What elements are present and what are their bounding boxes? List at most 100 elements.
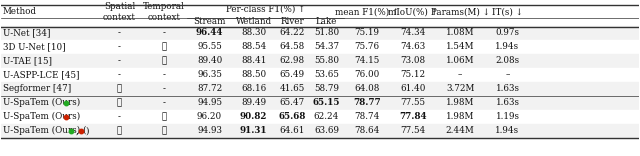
Text: 1.54M: 1.54M — [446, 42, 474, 51]
Text: 65.49: 65.49 — [280, 70, 305, 79]
Text: Params(M) ↓: Params(M) ↓ — [431, 7, 490, 17]
Text: 96.44: 96.44 — [196, 28, 223, 37]
Text: 63.69: 63.69 — [314, 126, 339, 135]
Text: 96.20: 96.20 — [197, 112, 222, 121]
Text: 62.24: 62.24 — [314, 112, 339, 121]
Text: River: River — [280, 17, 304, 26]
Text: Stream: Stream — [193, 17, 226, 26]
Text: 89.40: 89.40 — [197, 56, 222, 65]
Text: 91.31: 91.31 — [240, 126, 268, 135]
Text: 1.08M: 1.08M — [446, 28, 474, 37]
Text: 89.49: 89.49 — [241, 98, 266, 107]
Bar — [1, 110, 639, 124]
Text: Method: Method — [3, 7, 36, 17]
Bar — [1, 82, 639, 96]
Text: Lake: Lake — [316, 17, 337, 26]
Text: -: - — [118, 70, 121, 79]
Text: 1.06M: 1.06M — [446, 56, 474, 65]
Text: mean F1(%) ↑: mean F1(%) ↑ — [335, 7, 399, 17]
Text: 94.93: 94.93 — [197, 126, 222, 135]
Text: 53.65: 53.65 — [314, 70, 339, 79]
Text: 78.77: 78.77 — [353, 98, 381, 107]
Text: ✓: ✓ — [117, 98, 122, 107]
Text: 3D U-Net [10]: 3D U-Net [10] — [3, 42, 65, 51]
Text: ,: , — [76, 126, 78, 135]
Text: mIoU(%) ↑: mIoU(%) ↑ — [388, 7, 438, 17]
Text: –: – — [505, 70, 509, 79]
Text: 55.80: 55.80 — [314, 56, 339, 65]
Text: 64.58: 64.58 — [280, 42, 305, 51]
Text: 87.72: 87.72 — [197, 84, 222, 93]
Text: 1.94s: 1.94s — [495, 126, 520, 135]
Text: Per-class F1(%) ↑: Per-class F1(%) ↑ — [226, 5, 305, 14]
Text: 65.68: 65.68 — [278, 112, 306, 121]
Text: 1.63s: 1.63s — [495, 98, 520, 107]
Text: 65.15: 65.15 — [312, 98, 340, 107]
Text: 94.95: 94.95 — [197, 98, 222, 107]
Text: U-ASPP-LCE [45]: U-ASPP-LCE [45] — [3, 70, 79, 79]
Text: ✓: ✓ — [161, 56, 167, 65]
Text: 77.55: 77.55 — [401, 98, 426, 107]
Text: 78.64: 78.64 — [355, 126, 380, 135]
Text: ✓: ✓ — [117, 126, 122, 135]
Text: 96.35: 96.35 — [197, 70, 222, 79]
Text: 3.72M: 3.72M — [446, 84, 474, 93]
Text: -: - — [118, 56, 121, 65]
Text: 64.61: 64.61 — [280, 126, 305, 135]
Bar — [1, 96, 639, 110]
Text: 1.19s: 1.19s — [495, 112, 520, 121]
Text: 64.22: 64.22 — [280, 28, 305, 37]
Bar — [1, 68, 639, 82]
Text: 2.08s: 2.08s — [495, 56, 520, 65]
Text: Spatial
context: Spatial context — [103, 2, 136, 22]
Text: -: - — [118, 42, 121, 51]
Text: ✓: ✓ — [161, 112, 167, 121]
Text: Segformer [47]: Segformer [47] — [3, 84, 71, 93]
Text: U-SpaTem (Ours): U-SpaTem (Ours) — [3, 112, 83, 121]
Text: 88.30: 88.30 — [241, 28, 266, 37]
Text: 68.16: 68.16 — [241, 84, 266, 93]
Text: 1.98M: 1.98M — [446, 98, 474, 107]
Text: -: - — [163, 84, 166, 93]
Text: 75.12: 75.12 — [401, 70, 426, 79]
Text: 74.15: 74.15 — [355, 56, 380, 65]
Text: 73.08: 73.08 — [401, 56, 426, 65]
Text: 64.08: 64.08 — [355, 84, 380, 93]
Text: U-Net [34]: U-Net [34] — [3, 28, 50, 37]
Text: 2.44M: 2.44M — [446, 126, 474, 135]
Text: 90.82: 90.82 — [240, 112, 268, 121]
Text: 78.74: 78.74 — [355, 112, 380, 121]
Text: 88.50: 88.50 — [241, 70, 266, 79]
Text: 1.98M: 1.98M — [446, 112, 474, 121]
Bar — [1, 54, 639, 68]
Text: 41.65: 41.65 — [280, 84, 305, 93]
Bar — [1, 124, 639, 138]
Text: 88.41: 88.41 — [241, 56, 266, 65]
Text: 0.97s: 0.97s — [495, 28, 520, 37]
Text: 95.55: 95.55 — [197, 42, 222, 51]
Text: 76.00: 76.00 — [355, 70, 380, 79]
Text: –: – — [458, 70, 462, 79]
Text: -: - — [163, 70, 166, 79]
Text: 51.80: 51.80 — [314, 28, 339, 37]
Text: U-TAE [15]: U-TAE [15] — [3, 56, 52, 65]
Text: 74.63: 74.63 — [401, 42, 426, 51]
Text: 62.98: 62.98 — [280, 56, 305, 65]
Text: 74.34: 74.34 — [401, 28, 426, 37]
Text: ✓: ✓ — [117, 84, 122, 93]
Text: -: - — [118, 28, 121, 37]
Text: ✓: ✓ — [161, 126, 167, 135]
Text: Temporal
context: Temporal context — [143, 2, 185, 22]
Text: 77.54: 77.54 — [401, 126, 426, 135]
Text: 1.94s: 1.94s — [495, 42, 520, 51]
Bar — [1, 26, 639, 40]
Text: ✓: ✓ — [161, 42, 167, 51]
Text: 65.47: 65.47 — [280, 98, 305, 107]
Text: -: - — [118, 112, 121, 121]
Text: IT(s) ↓: IT(s) ↓ — [492, 7, 523, 17]
Text: 75.19: 75.19 — [355, 28, 380, 37]
Text: 58.79: 58.79 — [314, 84, 339, 93]
Text: -: - — [163, 98, 166, 107]
Text: 1.63s: 1.63s — [495, 84, 520, 93]
Text: Wetland: Wetland — [236, 17, 271, 26]
